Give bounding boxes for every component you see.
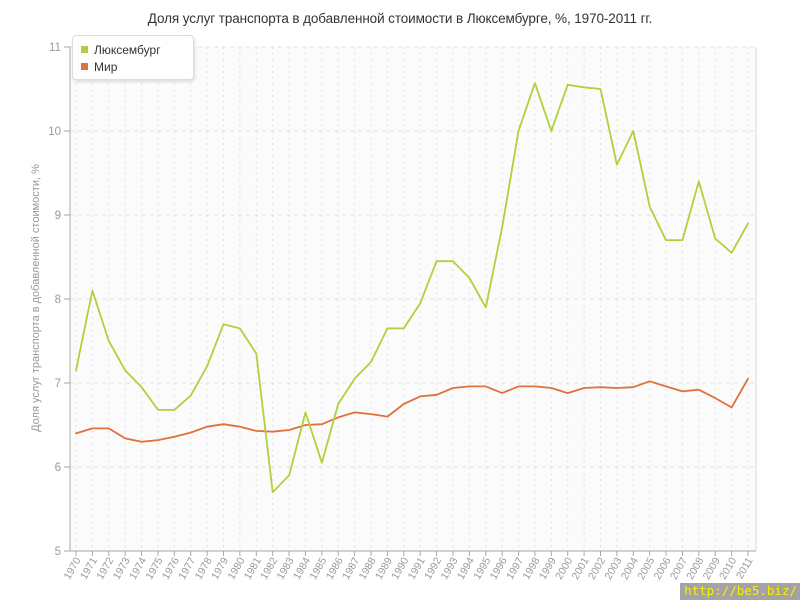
legend-label-luxembourg: Люксембург [94,42,161,57]
x-tick-label: 2011 [734,555,756,581]
y-tick-label: 9 [55,210,61,222]
legend-label-world: Мир [94,59,118,74]
y-tick-label: 5 [55,546,61,558]
legend-item-luxembourg: Люксембург [81,41,185,58]
series-line-world [75,377,749,443]
y-tick-label: 6 [55,462,61,474]
y-tick-label: 7 [55,378,61,390]
plot-area [70,47,756,551]
y-tick-label: 10 [48,126,61,138]
y-tick-label: 11 [49,42,61,54]
legend-swatch-luxembourg [81,46,88,53]
watermark-link[interactable]: http://be5.biz/ [680,583,800,600]
chart-title: Доля услуг транспорта в добавленной стои… [147,11,653,26]
legend-swatch-world [81,63,88,70]
y-tick-label: 8 [55,294,61,306]
legend: Люксембург Мир [72,35,194,80]
legend-item-world: Мир [81,58,185,75]
x-tick-label: 2010 [717,555,739,581]
series-line-luxembourg [75,82,749,494]
